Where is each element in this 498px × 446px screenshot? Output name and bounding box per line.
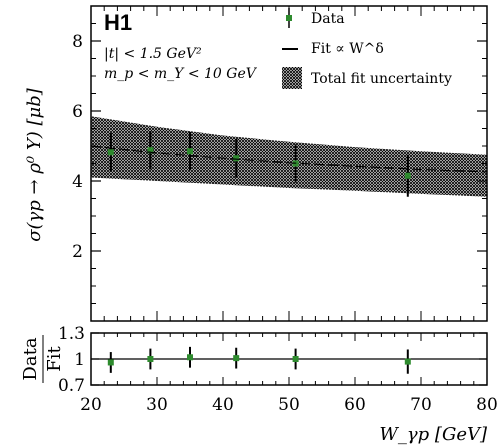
ratio-label-denominator: Fit <box>44 345 65 371</box>
ratio-y-tick-label: 1 <box>74 350 85 370</box>
x-tick-label: 70 <box>410 395 432 415</box>
ratio-y-axis-label: Data Fit <box>20 335 65 383</box>
experiment-label: H1 <box>104 10 132 35</box>
ratio-y-tick-label: 0.7 <box>58 376 85 396</box>
ratio-data-point <box>292 356 299 362</box>
legend-data-marker <box>286 8 292 28</box>
x-tick-label: 80 <box>476 395 498 415</box>
x-tick-labels: 20 30 40 50 60 70 80 <box>80 395 498 415</box>
main-panel: 2 4 6 8 H1 |t| < 1.5 GeV² m_p < m_Y < 10 Ge… <box>24 5 488 322</box>
ratio-frame <box>90 332 488 386</box>
x-axis-label: W_γp [GeV] <box>379 424 488 445</box>
main-data-point <box>404 172 411 179</box>
main-data-point <box>147 147 154 154</box>
ratio-panel: 0.7 1 1.3 Data Fit 20 30 40 50 60 70 80 W_γp [Ge… <box>20 324 498 445</box>
legend: Data Fit ∝ W^δ Total fit uncertainty <box>282 8 452 89</box>
main-y-tick-label: 4 <box>72 172 83 192</box>
ratio-data-points <box>107 346 411 374</box>
main-data-point <box>233 155 240 162</box>
main-y-tick-label: 2 <box>72 242 83 262</box>
x-tick-label: 60 <box>344 395 366 415</box>
ratio-data-point <box>147 356 154 362</box>
main-y-tick-label: 8 <box>72 32 83 52</box>
x-tick-label: 30 <box>146 395 168 415</box>
ratio-data-point <box>107 359 114 366</box>
ratio-y-tick-label: 1.3 <box>58 324 85 344</box>
main-data-point <box>107 149 114 156</box>
x-tick-label: 20 <box>80 395 102 415</box>
main-y-axis-label: σ(γp → ρ⁰ Y) [μb] <box>24 87 45 242</box>
ratio-data-point <box>233 355 240 362</box>
main-frame <box>90 5 488 322</box>
main-data-point <box>187 148 193 155</box>
legend-fit-label: Fit ∝ W^δ <box>311 41 384 57</box>
legend-data-label: Data <box>311 11 345 27</box>
legend-band-label: Total fit uncertainty <box>311 71 452 87</box>
ratio-label-numerator: Data <box>20 337 41 380</box>
x-tick-label: 50 <box>278 395 300 415</box>
cut-mass: m_p < m_Y < 10 GeV <box>104 66 258 82</box>
ratio-data-point <box>187 354 193 361</box>
main-y-tick-label: 6 <box>72 102 83 122</box>
fit-line <box>90 145 488 173</box>
x-tick-label: 40 <box>212 395 234 415</box>
cut-t: |t| < 1.5 GeV² <box>104 46 202 62</box>
legend-band-swatch <box>282 67 302 89</box>
ratio-data-point <box>404 358 411 365</box>
